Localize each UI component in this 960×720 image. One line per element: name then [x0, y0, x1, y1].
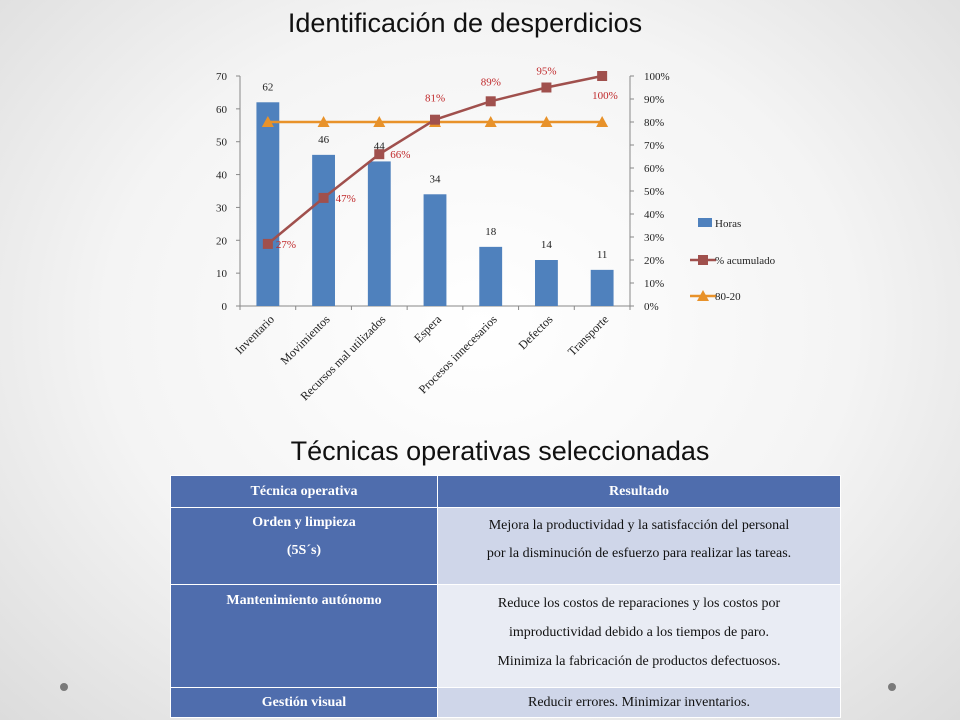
- resultado-line: improductividad debido a los tiempos de …: [508, 625, 770, 640]
- techniques-table: Técnica operativa Resultado Orden y limp…: [170, 475, 841, 718]
- marker-80-20: [596, 116, 609, 127]
- nav-dot-right: [888, 683, 896, 691]
- marker-acumulado: [374, 149, 385, 160]
- table-row: Mantenimiento autónomo Reduce los costos…: [170, 584, 841, 688]
- bar: [367, 161, 391, 306]
- resultado-line: Reducir errores. Minimizar inventarios.: [528, 694, 750, 710]
- table-row: Orden y limpieza (5S´s) Mejora la produc…: [170, 507, 841, 585]
- marker-acumulado: [597, 71, 608, 81]
- legend-label: Horas: [715, 218, 741, 230]
- cum-data-label: 66%: [390, 149, 410, 161]
- y-right-tick-label: 10%: [644, 278, 664, 290]
- bar: [535, 260, 558, 306]
- tecnica-line: Orden y limpieza: [252, 515, 356, 530]
- bar: [312, 154, 335, 306]
- marker-acumulado: [430, 114, 440, 125]
- x-tick-label: Inventario: [232, 312, 277, 357]
- bar-value-label: 11: [597, 249, 608, 261]
- legend-marker-acumulado: [698, 255, 708, 265]
- legend-swatch-horas: [698, 218, 712, 227]
- page-title: Identificación de desperdicios: [287, 8, 643, 38]
- resultado-line: Mejora la productividad y la satisfacció…: [488, 518, 790, 533]
- tecnica-cell: Mantenimiento autónomo: [170, 584, 438, 688]
- table-title: Técnicas operativas seleccionadas: [290, 436, 710, 466]
- y-right-tick-label: 0%: [644, 301, 659, 313]
- bar-value-label: 34: [430, 173, 442, 185]
- bar-value-label: 44: [374, 140, 386, 152]
- bar: [479, 246, 503, 306]
- nav-dot-left: [60, 683, 68, 691]
- table-row: Gestión visual Reducir errores. Minimiza…: [170, 687, 841, 718]
- header-tecnica: Técnica operativa: [170, 475, 438, 508]
- resultado-cell: Mejora la productividad y la satisfacció…: [437, 507, 841, 585]
- x-tick-label: Espera: [411, 312, 444, 345]
- y-left-tick-label: 0: [222, 301, 228, 313]
- y-right-tick-label: 100%: [644, 71, 670, 83]
- y-left-tick-label: 20: [216, 235, 228, 247]
- marker-80-20: [261, 116, 274, 127]
- y-left-tick-label: 30: [216, 202, 228, 214]
- pareto-chart: 0 10 20 30 40 50 60 70 0% 10% 20% 30% 40% 50% 60% 70% 80…: [216, 66, 776, 404]
- bar-value-label: 14: [541, 239, 553, 251]
- y-right-tick-label: 90%: [644, 94, 664, 106]
- y-left-tick-label: 60: [216, 104, 228, 116]
- resultado-cell: Reducir errores. Minimizar inventarios.: [437, 687, 841, 718]
- resultado-line: Minimiza la fabricación de productos def…: [497, 654, 781, 669]
- cum-data-label: 81%: [425, 93, 445, 105]
- marker-80-20: [317, 116, 330, 127]
- marker-acumulado: [485, 96, 496, 107]
- y-right-tick-label: 20%: [644, 255, 664, 267]
- x-tick-label: Defectos: [515, 312, 555, 352]
- tecnica-line: Mantenimiento autónomo: [226, 593, 382, 608]
- bar: [256, 102, 280, 307]
- marker-80-20: [484, 116, 497, 127]
- cum-data-label: 100%: [592, 90, 618, 102]
- y-right-tick-label: 50%: [644, 186, 664, 198]
- cum-data-label: 47%: [336, 193, 356, 205]
- bar-value-label: 46: [318, 134, 330, 146]
- header-resultado: Resultado: [437, 475, 841, 508]
- marker-80-20: [373, 116, 386, 127]
- legend-marker-80-20: [697, 290, 709, 301]
- bar-value-label: 62: [262, 81, 273, 93]
- bar: [423, 194, 447, 306]
- resultado-cell: Reduce los costos de reparaciones y los …: [437, 584, 841, 688]
- marker-acumulado: [318, 192, 329, 203]
- y-right-tick-label: 80%: [644, 117, 664, 129]
- marker-80-20: [540, 116, 553, 127]
- marker-acumulado: [541, 82, 552, 93]
- legend-label: 80-20: [715, 291, 741, 303]
- cum-data-label: 27%: [276, 239, 296, 251]
- legend-label: % acumulado: [715, 255, 776, 267]
- y-left-tick-label: 40: [216, 170, 228, 182]
- y-right-tick-label: 40%: [644, 209, 664, 221]
- bar: [590, 269, 614, 306]
- bar-value-label: 18: [485, 226, 497, 238]
- y-left-tick-label: 70: [216, 71, 228, 83]
- marker-acumulado: [262, 238, 273, 249]
- y-left-tick-label: 50: [216, 137, 228, 149]
- tecnica-cell: Gestión visual: [170, 687, 438, 718]
- resultado-line: por la disminución de esfuerzo para real…: [486, 546, 792, 561]
- tecnica-line: (5S´s): [286, 543, 322, 558]
- table-header-row: Técnica operativa Resultado: [170, 475, 841, 508]
- y-right-tick-label: 70%: [644, 140, 664, 152]
- x-tick-label: Transporte: [565, 312, 611, 358]
- cum-data-label: 89%: [481, 76, 501, 88]
- y-left-tick-label: 10: [216, 268, 228, 280]
- tecnica-line: Gestión visual: [261, 694, 347, 710]
- y-right-tick-label: 30%: [644, 232, 664, 244]
- resultado-line: Reduce los costos de reparaciones y los …: [497, 596, 781, 611]
- y-right-tick-label: 60%: [644, 163, 664, 175]
- cum-data-label: 95%: [536, 66, 556, 78]
- tecnica-cell: Orden y limpieza (5S´s): [170, 507, 438, 585]
- x-tick-label: Movimientos: [278, 312, 333, 367]
